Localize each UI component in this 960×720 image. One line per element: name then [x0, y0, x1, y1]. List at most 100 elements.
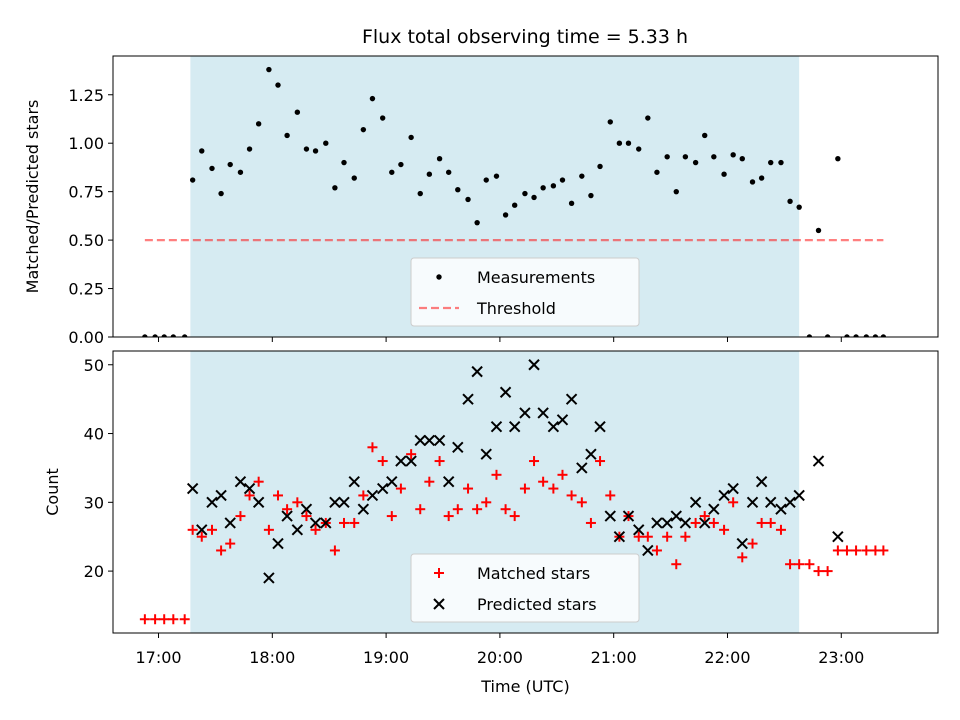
matched-star-point: [377, 456, 388, 467]
matched-star-point: [633, 531, 644, 542]
measurement-point: [568, 200, 575, 206]
measurement-point: [227, 161, 233, 168]
measurement-point: [312, 148, 319, 154]
measurement-point: [255, 121, 262, 127]
matched-star-point: [566, 490, 577, 501]
predicted-star-point-b: [670, 510, 682, 522]
predicted-star-point-b: [224, 517, 236, 529]
top-y-tick-label: 1.25: [68, 86, 104, 105]
measurement-point: [417, 190, 423, 197]
predicted-star-point-b: [661, 517, 673, 529]
predicted-star-point: [613, 531, 626, 543]
measurement-point: [522, 190, 528, 197]
measurement-point: [341, 159, 347, 166]
matched-star-point: [585, 517, 596, 528]
predicted-star-point: [528, 359, 540, 371]
predicted-star-point: [755, 475, 768, 488]
measurement-point: [559, 177, 566, 183]
measurement-point: [778, 159, 784, 166]
matched-star-point: [168, 614, 179, 625]
matched-star-point: [150, 614, 161, 625]
predicted-star-point: [585, 448, 597, 460]
measurement-point: [654, 169, 660, 175]
matched-star-point: [292, 497, 303, 508]
matched-star-point: [680, 531, 691, 542]
predicted-star-point-b: [604, 510, 616, 522]
measurement-point: [597, 163, 603, 170]
predicted-star-point-b: [633, 524, 645, 536]
predicted-star-point: [263, 572, 275, 584]
matched-star-point: [472, 504, 483, 515]
predicted-star-point-b: [215, 489, 227, 502]
predicted-star-point: [442, 475, 455, 488]
predicted-star-point-b: [423, 434, 436, 447]
matched-star-point: [794, 559, 805, 570]
predicted-star-point-b: [746, 496, 759, 509]
measurement-point: [550, 183, 557, 189]
predicted-star-point: [537, 407, 549, 419]
predicted-star-point: [651, 517, 663, 529]
matched-star-point: [187, 524, 198, 535]
predicted-star-point-b: [519, 407, 531, 419]
predicted-star-point-b: [689, 496, 702, 509]
matched-star-point: [841, 545, 852, 556]
matched-star-point: [179, 614, 190, 625]
predicted-star-point: [642, 544, 654, 557]
predicted-star-point: [480, 448, 492, 460]
predicted-star-point: [300, 503, 313, 515]
predicted-star-point-b: [186, 482, 199, 495]
matched-star-point: [406, 449, 417, 460]
predicted-star-point-b: [471, 365, 483, 378]
predicted-star-point-b: [736, 537, 748, 550]
predicted-star-point: [234, 475, 247, 488]
matched-star-point: [861, 545, 872, 556]
measurement-point: [181, 334, 188, 337]
top-panel: 0.00 0.25 0.50 0.75 1.00 1.25 Matched/Predicte…: [23, 55, 939, 347]
matched-star-point: [822, 566, 833, 577]
top-legend-box: [410, 257, 640, 327]
bottom-axes-frame: [112, 350, 939, 634]
matched-star-point: [339, 517, 349, 528]
predicted-star-point: [490, 420, 503, 433]
predicted-star-point-b: [252, 496, 265, 509]
measurement-point: [664, 154, 670, 160]
matched-star-point: [719, 524, 730, 535]
matched-star-point: [434, 456, 445, 467]
matched-star-point: [662, 531, 673, 542]
measurement-point: [579, 173, 585, 179]
measurement-point: [806, 334, 813, 337]
predicted-star-point: [348, 475, 360, 488]
matched-star-point: [358, 490, 369, 501]
predicted-star-point: [576, 462, 588, 474]
measurement-point: [673, 188, 679, 195]
predicted-star-point: [793, 489, 805, 502]
predicted-star-point: [689, 496, 702, 509]
predicted-star-point-b: [309, 517, 322, 529]
measurement-point: [768, 159, 774, 166]
predicted-star-point-b: [291, 524, 304, 536]
predicted-star-point: [556, 414, 569, 426]
matched-star-point: [642, 531, 653, 542]
predicted-star-point: [622, 510, 635, 522]
matched-star-point: [548, 483, 559, 494]
predicted-star-point: [812, 455, 825, 467]
predicted-star-point: [386, 475, 398, 488]
measurement-point: [625, 140, 632, 146]
measurement-point: [142, 334, 148, 337]
measurement-point: [275, 82, 281, 88]
predicted-star-point-b: [405, 455, 417, 467]
measurement-point: [360, 126, 367, 133]
matched-star-point: [225, 538, 236, 549]
matched-star-point: [443, 511, 454, 522]
bottom-plot-area: [139, 359, 889, 625]
measurement-point: [170, 334, 177, 337]
measurement-point: [445, 169, 452, 175]
predicted-star-point-b: [281, 510, 293, 522]
measurement-point: [323, 140, 329, 146]
legend-measurement-marker: [436, 274, 442, 280]
matched-star-point: [737, 552, 748, 563]
bottom-legend-label: Matched stars: [477, 564, 590, 583]
top-legend-label: Measurements: [477, 268, 595, 287]
matched-star-point: [263, 524, 274, 535]
matched-star-point: [491, 469, 502, 480]
